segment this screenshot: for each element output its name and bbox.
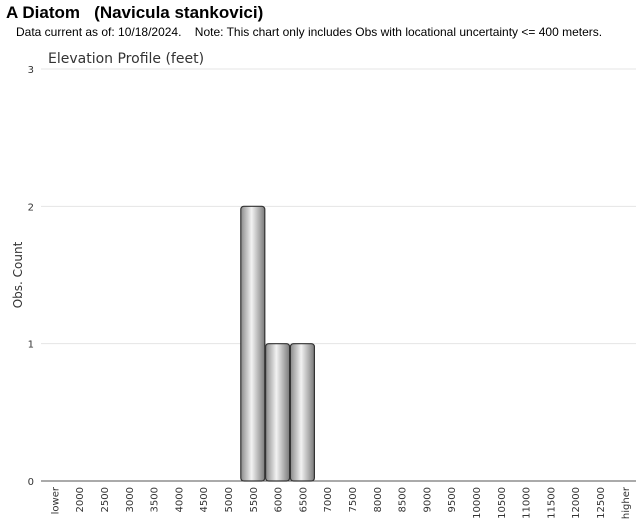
x-tick-label: 9000 <box>422 487 433 512</box>
y-tick-label: 0 <box>28 477 34 488</box>
x-tick-label: 10500 <box>497 487 508 519</box>
bar <box>240 205 266 482</box>
x-tick-label: 6500 <box>298 487 309 512</box>
y-tick-label: 3 <box>28 65 34 76</box>
x-tick-label: 12500 <box>596 487 607 519</box>
x-tick-label: 12000 <box>571 487 582 519</box>
y-tick-label: 1 <box>28 340 34 351</box>
x-tick-label: 11000 <box>522 487 533 519</box>
x-tick-label: higher <box>621 486 632 519</box>
x-tick-label: 8500 <box>398 487 409 512</box>
x-tick-label: 5000 <box>224 487 235 512</box>
x-tick-label: 7000 <box>323 487 334 512</box>
x-tick-label: 3000 <box>125 487 136 512</box>
chart-title: Elevation Profile (feet) <box>48 51 204 67</box>
x-tick-label: 6000 <box>274 487 285 512</box>
x-tick-label: 7500 <box>348 487 359 512</box>
x-tick-label: 10000 <box>472 487 483 519</box>
x-tick-label: 9500 <box>447 487 458 512</box>
bar <box>289 343 315 482</box>
x-tick-label: 3500 <box>150 487 161 512</box>
x-tick-label: 2000 <box>75 487 86 512</box>
data-note: Data current as of: 10/18/2024. Note: Th… <box>16 25 603 39</box>
page-title: A Diatom (Navicula stankovici) <box>6 3 264 22</box>
x-tick-label: 8000 <box>373 487 384 512</box>
x-tick-label: 4000 <box>174 487 185 512</box>
y-axis-label: Obs. Count <box>11 241 25 308</box>
x-tick-label: 2500 <box>100 487 111 512</box>
x-tick-label: lower <box>50 486 61 514</box>
x-tick-label: 5500 <box>249 487 260 512</box>
x-tick-label: 4500 <box>199 487 210 512</box>
bar <box>265 343 291 482</box>
x-tick-label: 11500 <box>546 487 557 519</box>
y-tick-label: 2 <box>28 202 34 213</box>
